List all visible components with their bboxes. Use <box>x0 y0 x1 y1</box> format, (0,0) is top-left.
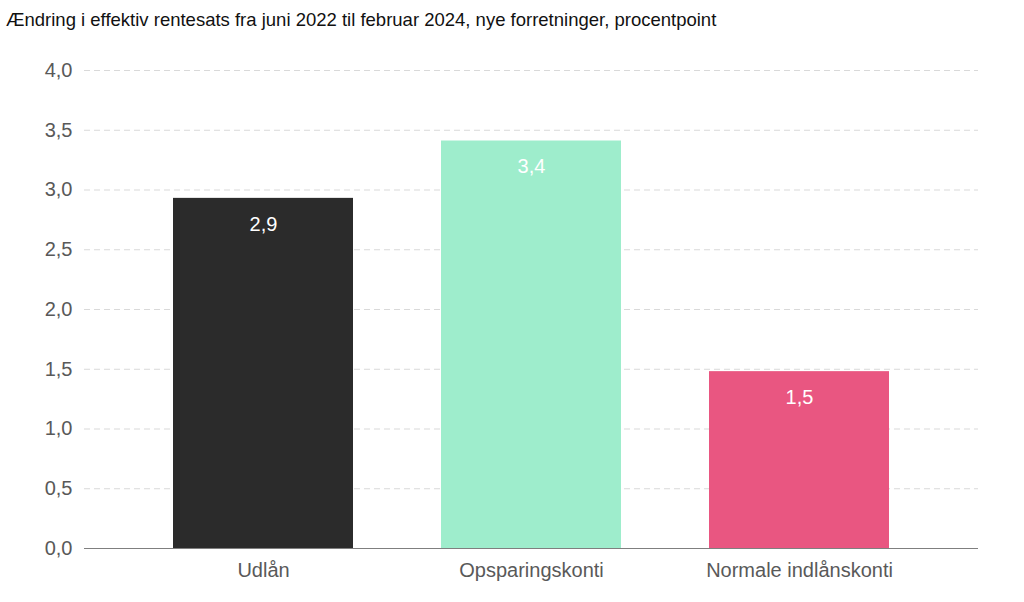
svg-text:1,5: 1,5 <box>45 358 73 380</box>
svg-text:3,0: 3,0 <box>45 178 73 200</box>
svg-text:3,4: 3,4 <box>518 155 546 177</box>
svg-text:Opsparingskonti: Opsparingskonti <box>459 559 604 581</box>
html-text:Ændring i effektiv rentesats f: Ændring i effektiv rentesats fra juni 20… <box>6 9 717 30</box>
svg-text:1,0: 1,0 <box>45 417 73 439</box>
svg-text:Normale indlånskonti: Normale indlånskonti <box>706 559 893 581</box>
svg-text:2,0: 2,0 <box>45 298 73 320</box>
svg-text:0,5: 0,5 <box>45 477 73 499</box>
svg-text:3,5: 3,5 <box>45 119 73 141</box>
svg-text:2,9: 2,9 <box>250 213 278 235</box>
svg-text:4,0: 4,0 <box>45 59 73 81</box>
svg-text:1,5: 1,5 <box>786 386 814 408</box>
svg-text:Udlån: Udlån <box>237 559 289 581</box>
svg-text:2,5: 2,5 <box>45 238 73 260</box>
svg-text:0,0: 0,0 <box>45 537 73 559</box>
